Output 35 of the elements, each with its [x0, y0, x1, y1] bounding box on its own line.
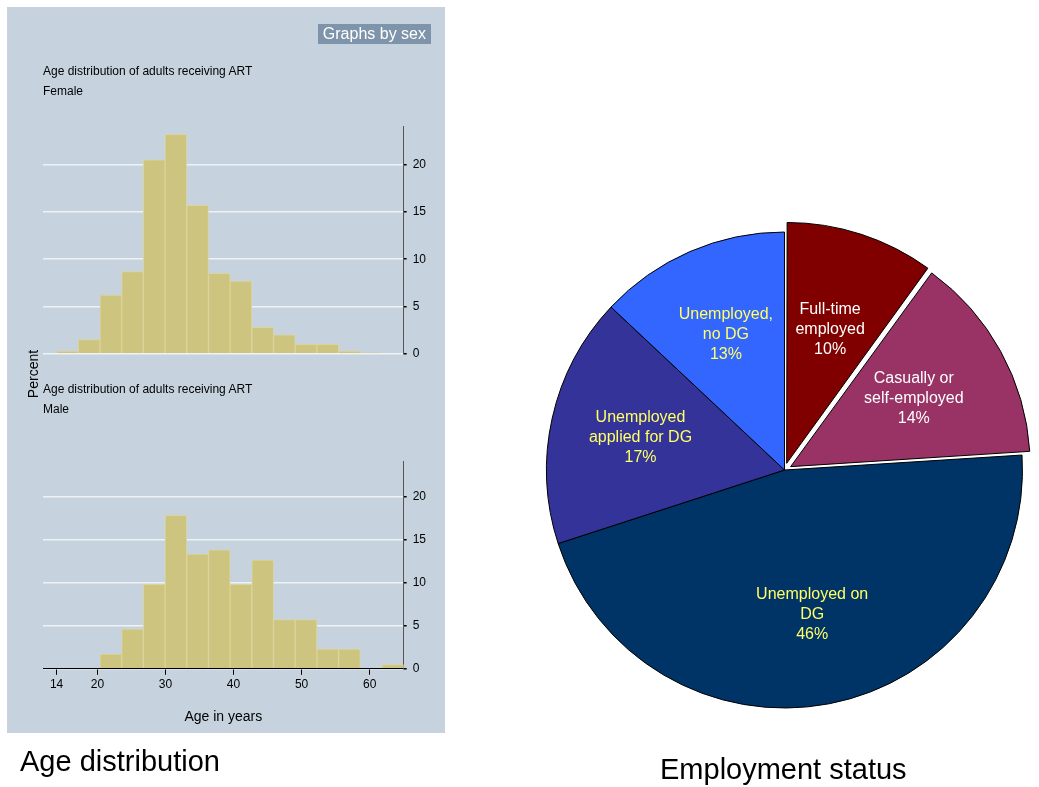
- slice-label: Unemployed, no DG: [678, 304, 774, 342]
- data-label: 13%: [709, 344, 742, 362]
- x-axis-title: Age in years: [184, 708, 263, 725]
- x-tick-label: 60: [362, 677, 377, 692]
- y-tick-label: 10: [412, 251, 427, 266]
- data-label: 46%: [796, 625, 829, 643]
- x-tick-label: 20: [90, 677, 105, 692]
- chart-title: Age distribution of adults receiving ART: [43, 381, 253, 396]
- y-tick-label: 10: [412, 574, 427, 589]
- data-label: 10%: [814, 340, 847, 358]
- text: Age distribution: [20, 745, 220, 778]
- x-tick-label: 40: [226, 677, 241, 692]
- slice-label: Full-time employed: [795, 300, 865, 338]
- y-axis-title: Percent: [25, 348, 41, 401]
- data-label: 14%: [897, 409, 930, 427]
- y-tick-label: 20: [412, 488, 427, 503]
- y-tick-label: 5: [412, 617, 420, 632]
- y-tick-label: 15: [412, 531, 427, 546]
- text: Employment status: [660, 753, 907, 786]
- y-tick-label: 0: [412, 661, 420, 676]
- data-label: 17%: [624, 448, 657, 466]
- slice-label: Unemployed on DG: [756, 585, 869, 623]
- x-tick-label: 30: [158, 677, 173, 692]
- chart-subtitle: Male: [43, 401, 70, 416]
- chart-title: Age distribution of adults receiving ART: [43, 63, 253, 78]
- chart-subtitle: Female: [43, 83, 84, 98]
- slice-label: Casually or self-employed: [864, 369, 964, 407]
- x-tick-label: 14: [49, 677, 64, 692]
- y-tick-label: 15: [412, 204, 427, 219]
- y-tick-label: 5: [412, 298, 420, 313]
- y-tick-label: 0: [412, 346, 420, 361]
- y-tick-label: 20: [412, 156, 427, 171]
- text: Graphs by sex: [317, 24, 431, 44]
- x-tick-label: 50: [294, 677, 309, 692]
- slice-label: Unemployed applied for DG: [588, 408, 693, 446]
